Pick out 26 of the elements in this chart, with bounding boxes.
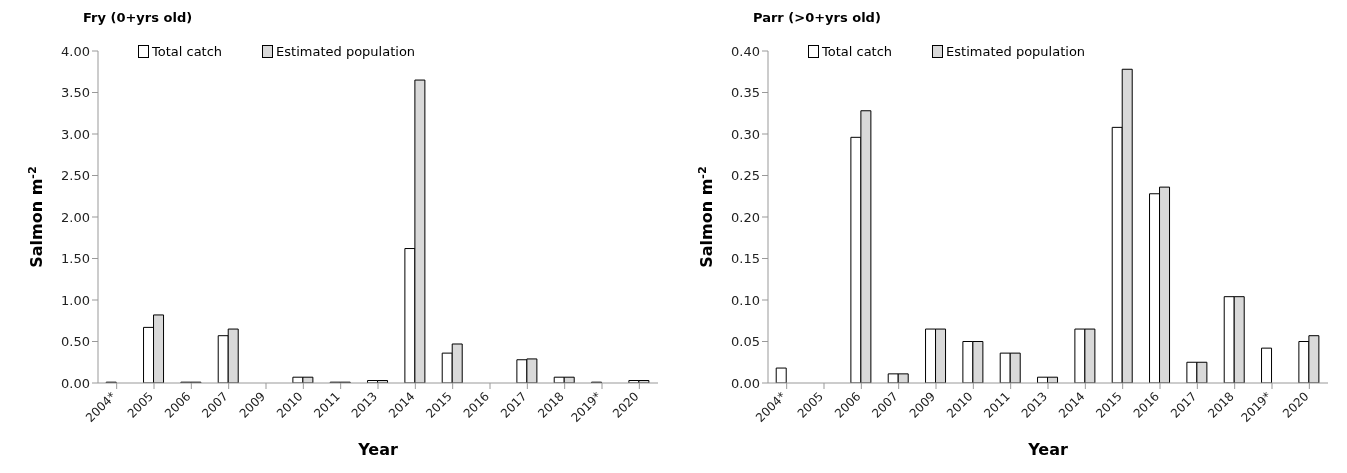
x-axis-title: Year [1027, 440, 1068, 459]
y-tick-label: 0.25 [731, 168, 760, 184]
y-tick-label: 0.10 [731, 292, 760, 308]
y-tick-label: 0.05 [731, 334, 760, 350]
y-tick-label: 3.50 [61, 85, 90, 101]
y-tick-label: 3.00 [61, 126, 90, 142]
legend-label: Estimated population [946, 44, 1086, 59]
y-tick-label: 1.50 [61, 251, 90, 267]
chart-title: Parr (>0+yrs old) [753, 10, 881, 25]
y-tick-label: 2.00 [61, 209, 90, 225]
y-tick-label: 0.20 [731, 209, 760, 225]
y-tick-label: 0.50 [61, 334, 90, 350]
y-tick-label: 1.00 [61, 292, 90, 308]
y-tick-label: 0.00 [61, 375, 90, 391]
y-tick-label: 2.50 [61, 168, 90, 184]
y-tick-label: 4.00 [61, 43, 90, 59]
y-tick-label: 0.40 [731, 43, 760, 59]
y-tick-label: 0.30 [731, 126, 760, 142]
y-tick-label: 0.35 [731, 85, 760, 101]
legend-label: Estimated population [276, 44, 416, 59]
y-tick-label: 0.00 [731, 375, 760, 391]
chart-title: Fry (0+yrs old) [83, 10, 193, 25]
legend-label: Total catch [152, 44, 223, 59]
x-axis-title: Year [357, 440, 398, 459]
y-tick-label: 0.15 [731, 251, 760, 267]
legend-label: Total catch [822, 44, 893, 59]
